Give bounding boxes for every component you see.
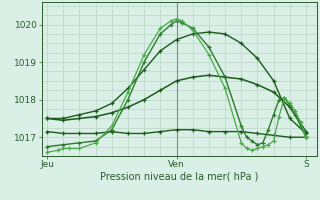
X-axis label: Pression niveau de la mer( hPa ): Pression niveau de la mer( hPa ) — [100, 172, 258, 182]
